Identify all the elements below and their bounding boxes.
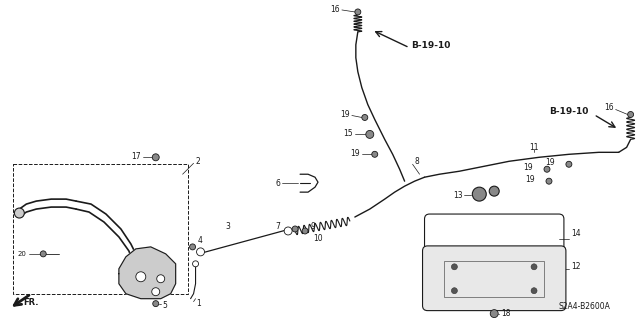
Circle shape bbox=[472, 187, 486, 201]
Text: 2: 2 bbox=[196, 157, 200, 166]
Text: FR.: FR. bbox=[23, 298, 39, 307]
Circle shape bbox=[546, 178, 552, 184]
Circle shape bbox=[544, 166, 550, 172]
Circle shape bbox=[14, 208, 24, 218]
Text: 7: 7 bbox=[275, 222, 280, 232]
Circle shape bbox=[152, 288, 160, 296]
Text: 19: 19 bbox=[524, 163, 533, 172]
Circle shape bbox=[355, 9, 361, 15]
Circle shape bbox=[153, 300, 159, 307]
Text: 13: 13 bbox=[452, 191, 462, 200]
FancyBboxPatch shape bbox=[422, 246, 566, 311]
Circle shape bbox=[451, 288, 458, 294]
Text: S2A4-B2600A: S2A4-B2600A bbox=[559, 302, 611, 311]
Bar bbox=[444, 261, 544, 297]
Text: 4: 4 bbox=[198, 236, 202, 245]
Text: 16: 16 bbox=[330, 5, 340, 14]
Text: 19: 19 bbox=[545, 158, 555, 167]
Text: 18: 18 bbox=[501, 309, 511, 318]
Text: 17: 17 bbox=[131, 152, 141, 161]
Circle shape bbox=[366, 130, 374, 138]
Polygon shape bbox=[119, 247, 175, 299]
Circle shape bbox=[531, 264, 537, 270]
Text: 6: 6 bbox=[275, 179, 280, 188]
Circle shape bbox=[372, 151, 378, 157]
Text: 14: 14 bbox=[571, 229, 580, 239]
Text: 5: 5 bbox=[163, 301, 168, 310]
Circle shape bbox=[362, 115, 368, 121]
Text: 15: 15 bbox=[343, 129, 353, 138]
Text: B-19-10: B-19-10 bbox=[412, 41, 451, 50]
Bar bbox=[13, 164, 188, 294]
Circle shape bbox=[157, 275, 164, 283]
Circle shape bbox=[451, 264, 458, 270]
Circle shape bbox=[196, 248, 205, 256]
Text: 1: 1 bbox=[196, 299, 202, 308]
Text: 8: 8 bbox=[415, 157, 419, 166]
Text: 16: 16 bbox=[604, 103, 614, 112]
Circle shape bbox=[292, 226, 298, 232]
Circle shape bbox=[566, 161, 572, 167]
Circle shape bbox=[152, 154, 159, 161]
Text: 9: 9 bbox=[310, 222, 315, 232]
Circle shape bbox=[40, 251, 46, 257]
Text: 20: 20 bbox=[17, 251, 26, 257]
Text: 3: 3 bbox=[225, 222, 230, 232]
Circle shape bbox=[531, 288, 537, 294]
Circle shape bbox=[628, 112, 634, 117]
Text: 19: 19 bbox=[340, 110, 350, 119]
Circle shape bbox=[489, 186, 499, 196]
Text: 19: 19 bbox=[525, 175, 535, 184]
Text: 12: 12 bbox=[571, 262, 580, 271]
Text: 19: 19 bbox=[350, 149, 360, 158]
Circle shape bbox=[136, 272, 146, 282]
Text: 11: 11 bbox=[529, 143, 539, 152]
Circle shape bbox=[490, 310, 498, 318]
Circle shape bbox=[284, 227, 292, 235]
Circle shape bbox=[193, 261, 198, 267]
Circle shape bbox=[189, 244, 196, 250]
Circle shape bbox=[302, 228, 308, 234]
Text: 10: 10 bbox=[313, 234, 323, 243]
Text: B-19-10: B-19-10 bbox=[549, 107, 589, 116]
